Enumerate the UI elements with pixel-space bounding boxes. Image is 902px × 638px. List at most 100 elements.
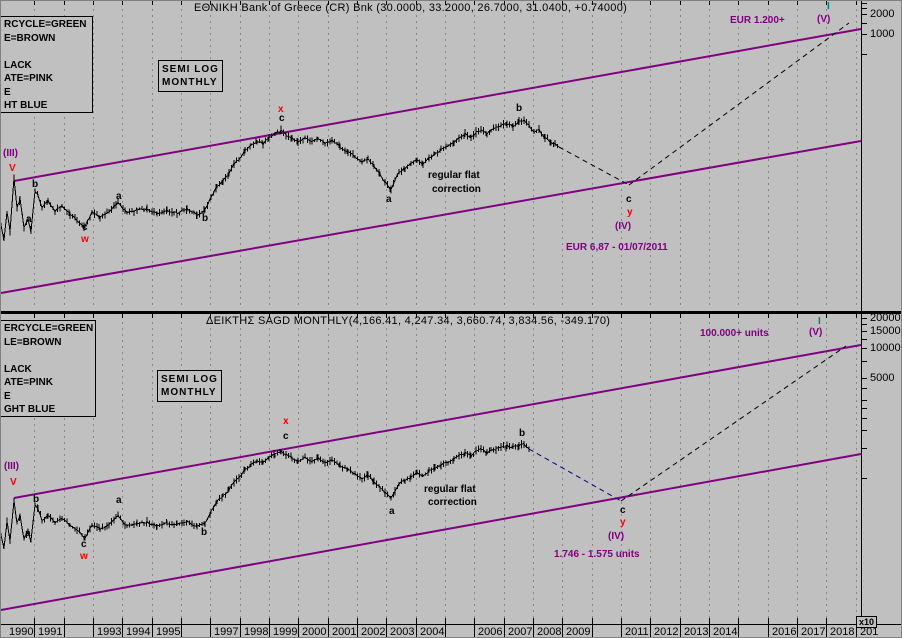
wave-label: y bbox=[620, 517, 626, 528]
index-panel-price-series bbox=[1, 439, 530, 550]
wave-label: I bbox=[818, 316, 821, 327]
wave-label: a bbox=[25, 528, 31, 539]
year-label: 2016 bbox=[772, 626, 797, 638]
year-label: 1995 bbox=[156, 626, 181, 638]
index-panel-projection-dashed bbox=[528, 448, 622, 502]
wave-label: c bbox=[82, 222, 88, 233]
right-axis-label: 5000 bbox=[870, 372, 895, 384]
legend-line: LACK bbox=[4, 363, 32, 375]
wave-label: V bbox=[10, 477, 17, 488]
year-label: 1999 bbox=[273, 626, 298, 638]
wave-label: b bbox=[519, 428, 526, 439]
year-label: 2014 bbox=[713, 626, 738, 638]
wave-label: b bbox=[202, 213, 209, 224]
legend-line bbox=[2, 350, 95, 364]
legend-line: GHT BLUE bbox=[4, 404, 56, 415]
top-panel-title: ΕΘΝΙΚΗ Bank of Greece (CR) Bnk (30.0000,… bbox=[194, 2, 628, 14]
annotation-label: (IV) bbox=[615, 221, 632, 232]
wave-label: I bbox=[827, 1, 830, 12]
annotation-label: 1.746 - 1.575 units bbox=[554, 549, 640, 560]
scale-mode-box-bottom: SEMI LOG MONTHLY bbox=[157, 370, 222, 402]
legend-line: LACK bbox=[4, 59, 32, 71]
year-label: 1990 bbox=[9, 626, 34, 638]
annotation-label: EUR 6,87 - 01/07/2011 bbox=[566, 242, 668, 253]
wave-label: w bbox=[80, 551, 88, 562]
right-axis-label: 10000 bbox=[870, 342, 901, 354]
right-axis-label: 20000 bbox=[870, 312, 901, 324]
year-label: 1991 bbox=[38, 626, 63, 638]
annotation-label: 100.000+ units bbox=[700, 328, 769, 339]
year-label: 1997 bbox=[214, 626, 239, 638]
wave-label: a bbox=[116, 495, 122, 506]
annotation-label: (IV) bbox=[608, 531, 625, 542]
wave-degree-legend-bottom: ERCYCLE=GREEN LE=BROWN LACK ATE=PINK E GHT BL… bbox=[1, 320, 96, 417]
legend-line: RCYCLE=GREEN bbox=[4, 19, 87, 30]
year-label: 2004 bbox=[420, 626, 445, 638]
channel_upper-line bbox=[13, 344, 862, 499]
annotation-label: (V) bbox=[809, 327, 823, 338]
wave-label: w bbox=[81, 234, 89, 245]
wave-label: c bbox=[81, 539, 87, 550]
legend-line bbox=[2, 46, 92, 60]
channel_lower-line bbox=[1, 140, 862, 294]
wave-label: b bbox=[32, 179, 39, 190]
panel-divider bbox=[1, 311, 901, 314]
x-axis-scale-note: x10 bbox=[856, 616, 878, 628]
wave-degree-legend-top: RCYCLE=GREEN E=BROWN LACK ATE=PINK E HT BLUE bbox=[1, 16, 93, 113]
annotation-label: (III) bbox=[3, 148, 18, 159]
channel_upper-line bbox=[13, 28, 862, 182]
year-label: 1994 bbox=[126, 626, 151, 638]
annotation-label: correction bbox=[428, 497, 477, 508]
scale-mode-box-top: SEMI LOG MONTHLY bbox=[158, 60, 223, 92]
scale-mode-line1: SEMI LOG bbox=[161, 374, 218, 385]
channel_lower-line bbox=[1, 453, 862, 611]
year-label: 2000 bbox=[302, 626, 327, 638]
annotation-label: correction bbox=[432, 184, 481, 195]
legend-line: E bbox=[4, 390, 11, 402]
right-axis-label: 15000 bbox=[870, 325, 901, 337]
right-axis-label: 2000 bbox=[870, 8, 895, 20]
right-axis-label: 1000 bbox=[870, 28, 895, 40]
wave-label: b bbox=[516, 103, 523, 114]
legend-line: ATE=PINK bbox=[4, 73, 53, 84]
year-label: 2018 bbox=[830, 626, 855, 638]
price-panel-projection-dashed bbox=[628, 22, 850, 186]
wave-label: V bbox=[9, 163, 16, 174]
year-label: 2017 bbox=[801, 626, 826, 638]
legend-line: ERCYCLE=GREEN bbox=[4, 323, 94, 334]
scale-mode-line2: MONTHLY bbox=[161, 387, 217, 398]
year-label: 2006 bbox=[478, 626, 503, 638]
legend-line: E bbox=[4, 86, 11, 98]
wave-label: a bbox=[386, 194, 392, 205]
wave-label: b bbox=[33, 494, 40, 505]
index-panel-projection-dashed bbox=[620, 345, 847, 502]
annotation-label: (III) bbox=[4, 461, 19, 472]
wave-label: a bbox=[389, 506, 395, 517]
scale-mode-line1: SEMI LOG bbox=[162, 64, 219, 75]
year-label: 2007 bbox=[508, 626, 533, 638]
legend-line: E=BROWN bbox=[4, 32, 56, 44]
wave-label: c bbox=[279, 113, 285, 124]
legend-line: LE=BROWN bbox=[4, 336, 62, 348]
year-label: 2009 bbox=[566, 626, 591, 638]
year-label: 1998 bbox=[244, 626, 269, 638]
year-label: 2003 bbox=[390, 626, 415, 638]
year-label: 2012 bbox=[654, 626, 679, 638]
wave-label: b bbox=[201, 527, 208, 538]
wave-label: y bbox=[627, 207, 633, 218]
wave-label: a bbox=[26, 214, 32, 225]
price-panel-price-series bbox=[1, 116, 560, 241]
year-label: 2011 bbox=[625, 626, 649, 638]
wave-label: c bbox=[620, 505, 626, 516]
wave-label: x bbox=[283, 416, 289, 427]
wave-label: c bbox=[283, 431, 289, 442]
wave-label: c bbox=[626, 194, 632, 205]
bottom-panel-title: ΔΕΙΚΤΗΣ SAGD MONTHLY(4,166.41, 4,247.34,… bbox=[206, 315, 611, 327]
year-label: 1993 bbox=[97, 626, 122, 638]
year-label: 2013 bbox=[684, 626, 709, 638]
wave-label: a bbox=[116, 191, 122, 202]
legend-line: ATE=PINK bbox=[4, 377, 53, 388]
legend-line: HT BLUE bbox=[4, 100, 48, 111]
